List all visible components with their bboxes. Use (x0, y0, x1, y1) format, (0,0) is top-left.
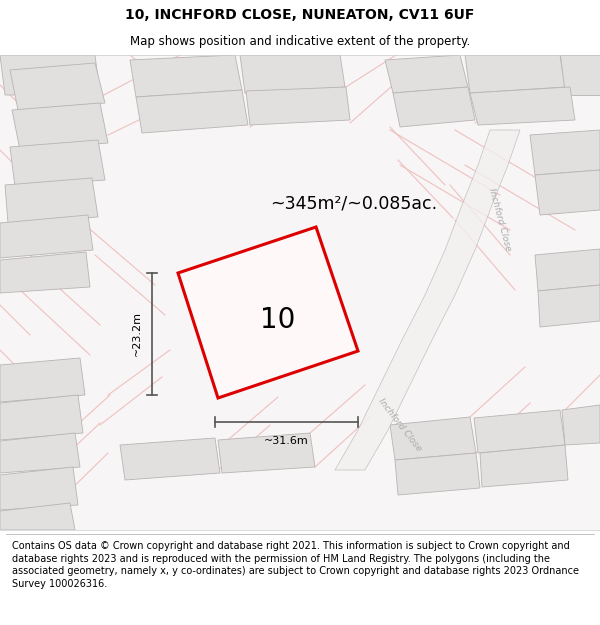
Text: Inchford Close: Inchford Close (487, 188, 513, 253)
Polygon shape (395, 453, 480, 495)
Polygon shape (136, 90, 248, 133)
Polygon shape (218, 433, 315, 473)
Polygon shape (130, 55, 242, 97)
Polygon shape (0, 433, 80, 473)
Text: 10: 10 (260, 306, 295, 334)
Polygon shape (465, 55, 565, 93)
Polygon shape (0, 55, 100, 95)
Polygon shape (120, 438, 220, 480)
Polygon shape (246, 87, 350, 125)
Text: ~345m²/~0.085ac.: ~345m²/~0.085ac. (270, 194, 437, 212)
Polygon shape (240, 55, 345, 93)
Polygon shape (178, 227, 358, 398)
Text: Inchford Close: Inchford Close (377, 397, 424, 453)
Text: ~23.2m: ~23.2m (132, 311, 142, 356)
Polygon shape (390, 417, 476, 460)
Polygon shape (0, 467, 78, 510)
Text: Contains OS data © Crown copyright and database right 2021. This information is : Contains OS data © Crown copyright and d… (12, 541, 579, 589)
Polygon shape (0, 252, 90, 293)
Polygon shape (335, 130, 520, 470)
Polygon shape (0, 215, 93, 258)
Polygon shape (530, 130, 600, 175)
Polygon shape (480, 445, 568, 487)
Polygon shape (562, 405, 600, 445)
Polygon shape (5, 178, 98, 223)
Polygon shape (470, 87, 575, 125)
Text: ~31.6m: ~31.6m (264, 436, 309, 446)
Polygon shape (0, 503, 75, 530)
Polygon shape (535, 170, 600, 215)
Text: 10, INCHFORD CLOSE, NUNEATON, CV11 6UF: 10, INCHFORD CLOSE, NUNEATON, CV11 6UF (125, 8, 475, 22)
Polygon shape (474, 410, 565, 453)
Polygon shape (538, 285, 600, 327)
Text: Map shows position and indicative extent of the property.: Map shows position and indicative extent… (130, 35, 470, 48)
Polygon shape (0, 358, 85, 402)
Polygon shape (0, 395, 83, 440)
Polygon shape (535, 249, 600, 291)
Polygon shape (10, 63, 105, 110)
Polygon shape (12, 103, 108, 150)
Polygon shape (10, 140, 105, 187)
Polygon shape (385, 55, 468, 93)
Polygon shape (393, 87, 475, 127)
Polygon shape (560, 55, 600, 95)
